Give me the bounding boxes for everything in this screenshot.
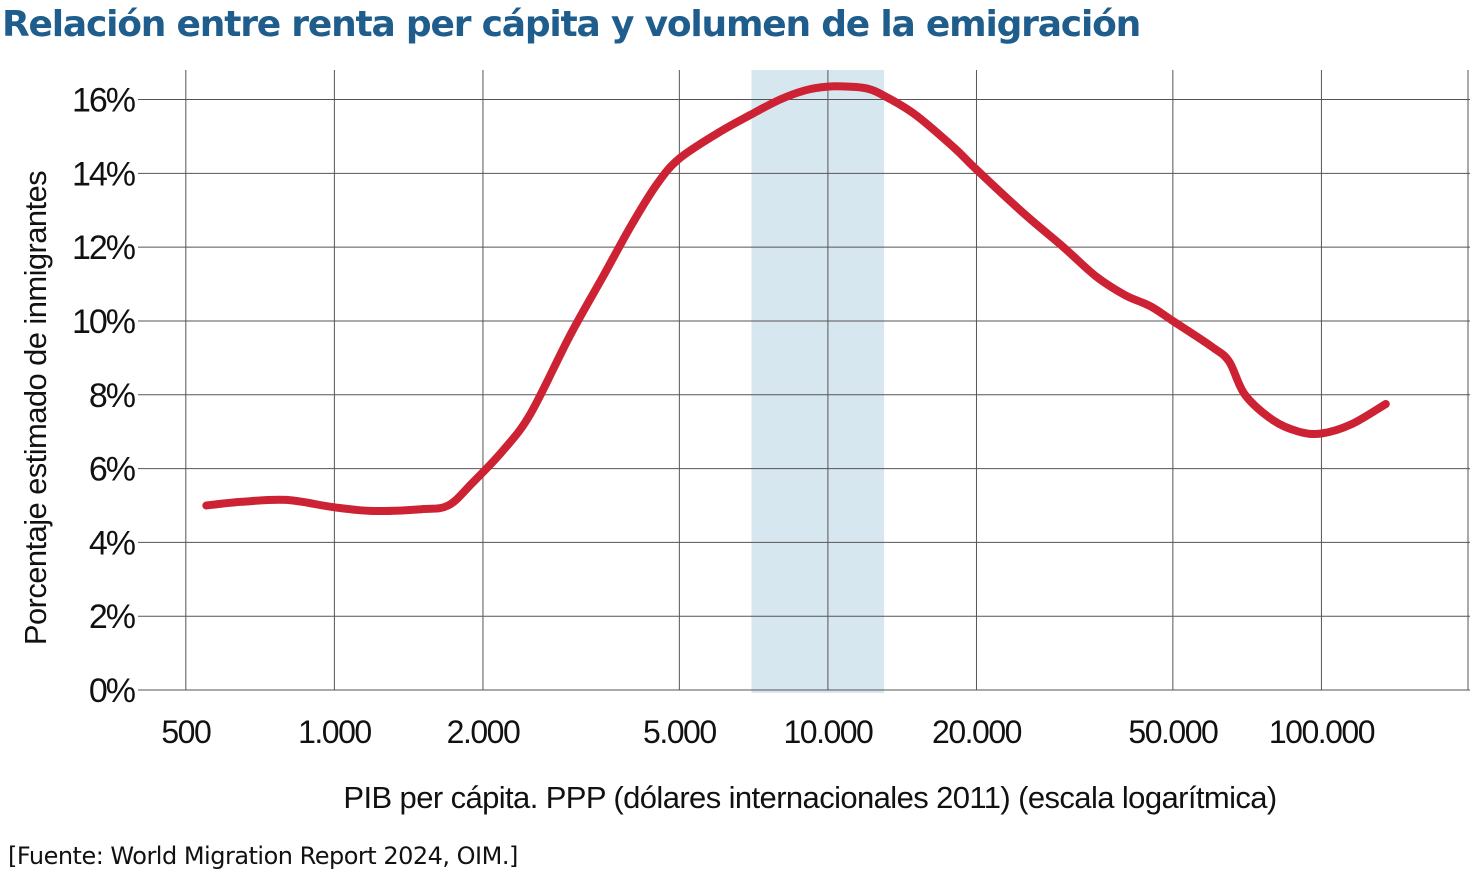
y-tick-label: 14% xyxy=(72,155,136,193)
grid-layer xyxy=(138,70,1470,691)
y-axis-title: Porcentaje estimado de inmigrantes xyxy=(18,171,53,645)
x-tick-label: 2.000 xyxy=(447,714,520,750)
y-tick-label: 0% xyxy=(89,672,136,710)
highlight-band xyxy=(751,70,885,693)
x-tick-label: 100.000 xyxy=(1269,714,1375,750)
series-layer xyxy=(202,82,1390,516)
y-tick-label: 16% xyxy=(72,82,136,120)
x-tick-label: 500 xyxy=(161,714,211,750)
x-tick-label: 5.000 xyxy=(643,714,716,750)
series-line xyxy=(202,82,1390,516)
y-tick-label: 12% xyxy=(72,229,136,267)
x-tick-label: 20.000 xyxy=(932,714,1022,750)
y-tick-label: 6% xyxy=(89,451,136,489)
y-tick-label: 10% xyxy=(72,303,136,341)
y-tick-label: 8% xyxy=(89,377,136,415)
highlight-band-layer xyxy=(751,70,885,693)
source-note: [Fuente: World Migration Report 2024, OI… xyxy=(8,842,518,870)
x-tick-label: 1.000 xyxy=(298,714,371,750)
x-tick-label: 10.000 xyxy=(783,714,873,750)
y-tick-label: 4% xyxy=(89,524,136,562)
x-tick-label: 50.000 xyxy=(1128,714,1218,750)
x-axis-title: PIB per cápita. PPP (dólares internacion… xyxy=(343,780,1276,815)
y-tick-label: 2% xyxy=(89,598,136,636)
chart-title: Relación entre renta per cápita y volume… xyxy=(2,4,1141,45)
tick-label-layer: 0% 2% 4% 6% 8% 10% 12% 14% 16% 500 1.000 2.000 5.000… xyxy=(72,82,1376,750)
